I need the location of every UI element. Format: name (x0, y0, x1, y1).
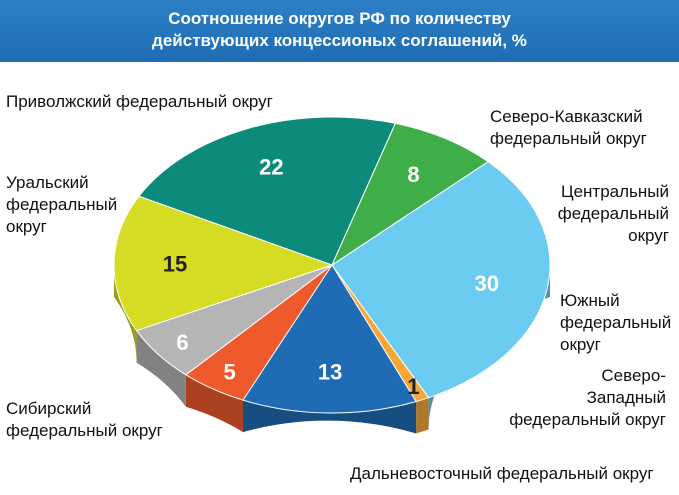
label-ural: Уральский федеральный округ (6, 173, 118, 236)
chart-title-line-2: действующих концессионых соглашений, % (152, 31, 527, 50)
label-south: Южный федеральный округ (560, 291, 672, 354)
pie-value-labels: 30 1 13 5 6 15 22 8 (163, 155, 499, 400)
label-north-caucasus: Северо-Кавказский федеральный округ (490, 107, 647, 148)
pie-value-label-2: 1 (407, 374, 419, 399)
pie-value-label-7: 22 (259, 155, 283, 180)
pie-value-label-8: 8 (407, 162, 419, 187)
pie-side-1 (416, 397, 429, 434)
pie-value-label-1: 30 (474, 271, 498, 296)
label-privolzhsky: Приволжский федеральный округ (6, 92, 273, 111)
pie-slice-7 (138, 116, 397, 266)
label-siberia: Сибирский федеральный округ (6, 399, 163, 440)
pie-value-label-6: 15 (163, 252, 187, 277)
chart-title-banner: Соотношение округов РФ по количеству дей… (0, 0, 679, 62)
pie-slice-3 (242, 264, 417, 414)
label-far-east: Дальневосточный федеральный округ (350, 464, 654, 483)
label-central: Центральный федеральный округ (557, 182, 669, 245)
pie-value-label-5: 6 (176, 330, 188, 355)
pie-slice-6 (113, 195, 334, 332)
pie-slice-8 (330, 122, 489, 267)
label-north-west: Северо- Западный федеральный округ (509, 366, 666, 429)
pie-slices (113, 116, 551, 414)
pie-slice-1 (331, 161, 551, 399)
pie-value-label-3: 13 (318, 360, 342, 385)
chart-title-line-1: Соотношение округов РФ по количеству (168, 9, 511, 28)
pie-side-5 (185, 374, 243, 433)
pie-value-label-4: 5 (223, 360, 235, 385)
pie-side-6 (136, 330, 186, 407)
